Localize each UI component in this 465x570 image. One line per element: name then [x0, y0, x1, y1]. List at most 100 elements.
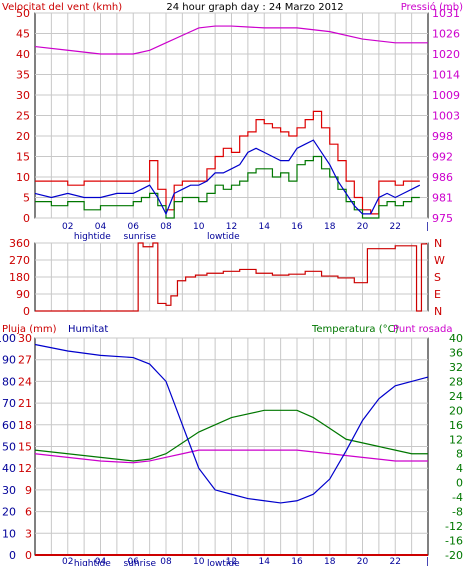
wind-tick-label: 15: [16, 151, 30, 164]
time-tick-label: 04: [95, 557, 107, 566]
temperature-tick-label: 16: [449, 419, 463, 432]
direction-tick-label: 360: [9, 237, 30, 250]
temperature-tick-label: -16: [445, 535, 463, 548]
time-tick-label: 04: [95, 222, 107, 232]
temperature-tick-label: 32: [449, 361, 463, 374]
humidity-tick-label: 0: [9, 549, 16, 562]
compass-tick-label: W: [434, 254, 445, 267]
temperature-tick-label: -8: [452, 506, 463, 519]
annotation-lowtide: lowtide: [207, 232, 240, 242]
rain-tick-label: 9: [25, 484, 32, 497]
time-tick-label: 02: [62, 222, 73, 232]
compass-tick-label: E: [434, 288, 441, 301]
time-tick-label: 22: [390, 557, 401, 566]
rain-tick-label: 18: [18, 419, 32, 432]
humidity-tick-label: 40: [2, 462, 16, 475]
annotation-hightide: hightide: [74, 232, 111, 242]
temperature-tick-label: 0: [456, 477, 463, 490]
humidity-tick-label: 80: [2, 375, 16, 388]
rain-tick-label: 3: [25, 527, 32, 540]
time-tick-label: 02: [62, 557, 73, 566]
wind-tick-label: 45: [16, 28, 30, 41]
wind-gust-line: [35, 110, 420, 215]
wind-speed-axis-title: Velocitat del vent (kmh): [2, 2, 122, 13]
dewpoint-axis-title: Punt rosada: [393, 324, 452, 335]
humidity-tick-label: 10: [2, 527, 16, 540]
time-tick-label: 08: [160, 557, 172, 566]
temperature-tick-label: 20: [449, 404, 463, 417]
rain-tick-label: 21: [18, 397, 32, 410]
temperature-tick-label: 28: [449, 375, 463, 388]
temperature-tick-label: 4: [456, 462, 463, 475]
temperature-tick-label: 40: [449, 332, 463, 345]
rain-tick-label: 15: [18, 441, 32, 454]
humidity-tick-label: 60: [2, 419, 16, 432]
direction-tick-label: 180: [9, 271, 30, 284]
wind-tick-label: 25: [16, 110, 30, 123]
temperature-tick-label: 12: [449, 433, 463, 446]
pressure-tick-label: 1009: [432, 89, 460, 102]
wind-tick-label: 30: [16, 89, 30, 102]
pressure-tick-label: 975: [432, 212, 453, 225]
humidity-tick-label: 20: [2, 506, 16, 519]
compass-tick-label: N: [434, 237, 442, 250]
humidity-tick-label: 30: [2, 484, 16, 497]
time-tick-label: 14: [259, 557, 271, 566]
time-tick-label: |: [426, 557, 429, 566]
rain-tick-label: 0: [25, 549, 32, 562]
direction-line: [35, 242, 427, 312]
wind-tick-label: 40: [16, 48, 30, 61]
time-tick-label: 10: [193, 222, 205, 232]
time-tick-label: 12: [226, 557, 237, 566]
wind-tick-label: 10: [16, 171, 30, 184]
temperature-tick-label: 8: [456, 448, 463, 461]
rain-tick-label: 27: [18, 354, 32, 367]
compass-tick-label: S: [434, 271, 441, 284]
wind-avg-line: [34, 139, 421, 216]
pressure-line: [34, 25, 428, 55]
pressure-tick-label: 992: [432, 151, 453, 164]
time-tick-label: 10: [193, 557, 205, 566]
direction-tick-label: 0: [23, 305, 30, 318]
rain-tick-label: 24: [18, 375, 32, 388]
time-tick-label: 12: [226, 222, 237, 232]
rain-tick-label: 12: [18, 462, 32, 475]
time-tick-label: 14: [259, 222, 271, 232]
annotation-sunrise: sunrise: [124, 559, 157, 566]
annotation-sunrise: sunrise: [124, 232, 157, 242]
rain-axis-title: Pluja (mm): [2, 324, 57, 335]
pressure-tick-label: 1014: [432, 69, 460, 82]
time-tick-label: 16: [291, 557, 303, 566]
pressure-tick-label: 1003: [432, 110, 460, 123]
wind-min-line: [35, 155, 420, 219]
wind-tick-label: 35: [16, 69, 30, 82]
humidity-tick-label: 90: [2, 354, 16, 367]
direction-tick-label: 270: [9, 254, 30, 267]
wind-tick-label: 50: [16, 7, 30, 20]
compass-tick-label: N: [434, 305, 442, 318]
humidity-tick-label: 50: [2, 441, 16, 454]
time-tick-label: 06: [128, 557, 140, 566]
rain-tick-label: 30: [18, 332, 32, 345]
time-tick-label: 20: [357, 557, 369, 566]
direction-tick-label: 90: [16, 288, 30, 301]
temperature-tick-label: -12: [445, 520, 463, 533]
time-tick-label: 18: [324, 222, 336, 232]
annotation-lowtide: lowtide: [207, 559, 240, 566]
time-tick-label: 22: [390, 222, 401, 232]
pressure-tick-label: 1026: [432, 28, 460, 41]
temperature-tick-label: 24: [449, 390, 463, 403]
humidity-tick-label: 70: [2, 397, 16, 410]
pressure-tick-label: 981: [432, 192, 453, 205]
humidity-axis-title: Humitat: [68, 324, 108, 335]
pressure-tick-label: 998: [432, 130, 453, 143]
time-tick-label: 18: [324, 557, 336, 566]
temperature-line: [34, 409, 428, 462]
pressure-tick-label: 986: [432, 171, 453, 184]
temperature-axis-title: Temperatura (°C): [311, 324, 399, 335]
rain-tick-label: 6: [25, 506, 32, 519]
pressure-tick-label: 1020: [432, 48, 460, 61]
humidity-tick-label: 100: [0, 332, 16, 345]
wind-tick-label: 20: [16, 130, 30, 143]
